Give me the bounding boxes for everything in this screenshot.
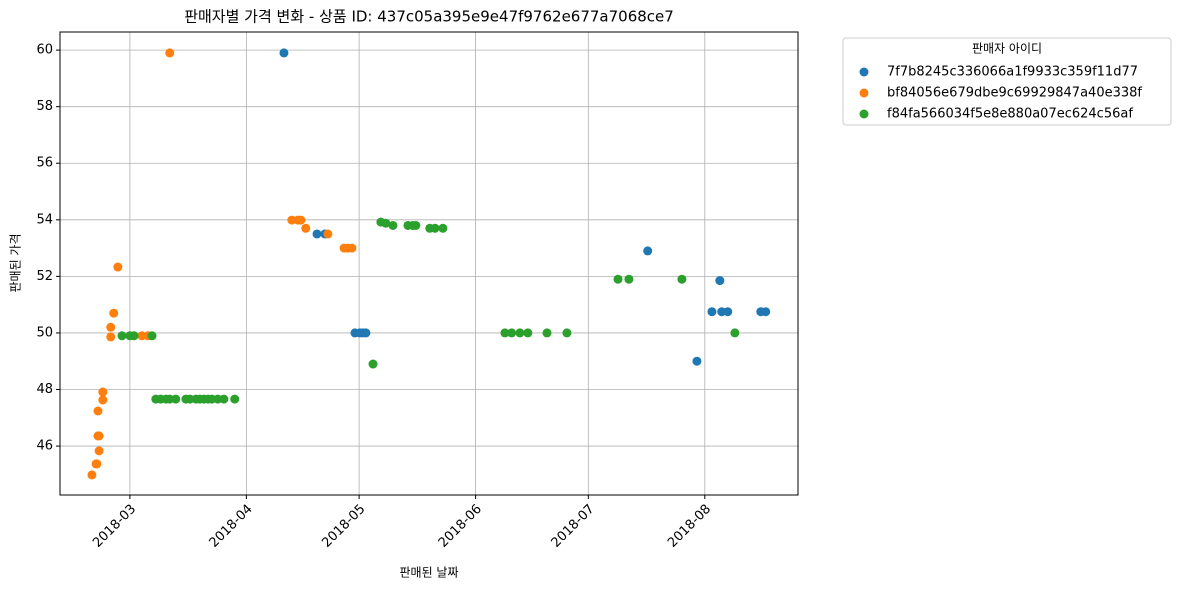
point xyxy=(109,308,119,318)
point xyxy=(388,220,398,230)
x-tick-label: 2018-03 xyxy=(90,502,139,551)
point xyxy=(500,328,510,338)
point xyxy=(171,394,181,404)
point xyxy=(692,356,702,366)
legend-marker xyxy=(859,88,869,98)
legend-label: f84fa566034f5e8e880a07ec624c56af xyxy=(887,107,1133,122)
y-tick-label: 58 xyxy=(36,99,53,114)
point xyxy=(94,431,104,441)
point xyxy=(147,331,157,341)
legend-label: 7f7b8245c336066a1f9933c359f11d77 xyxy=(887,65,1138,80)
y-tick-label: 48 xyxy=(36,382,53,397)
point xyxy=(361,328,371,338)
point xyxy=(515,328,525,338)
point xyxy=(430,223,440,233)
point xyxy=(715,276,725,286)
legend-frame xyxy=(842,37,1172,126)
point xyxy=(98,395,108,405)
x-tick-label: 2018-06 xyxy=(436,502,485,551)
legend-title: 판매자 아이디 xyxy=(972,42,1042,56)
point xyxy=(677,274,687,284)
point xyxy=(761,307,771,317)
legend-marker xyxy=(859,109,869,119)
legend-label: bf84056e679dbe9c69929847a40e338f xyxy=(887,86,1142,101)
x-tick-label: 2018-08 xyxy=(665,502,714,551)
chart-title: 판매자별 가격 변화 - 상품 ID: 437c05a395e9e47f9762… xyxy=(184,8,674,26)
point xyxy=(94,446,104,456)
point xyxy=(230,394,240,404)
point xyxy=(301,223,311,233)
point xyxy=(296,215,306,225)
point xyxy=(129,331,139,341)
y-tick-label: 50 xyxy=(36,325,53,340)
point xyxy=(106,332,116,342)
point xyxy=(93,406,103,416)
y-tick-label: 46 xyxy=(36,439,53,454)
point xyxy=(523,328,533,338)
y-tick-label: 56 xyxy=(36,156,53,171)
plot-frame xyxy=(59,31,799,496)
point xyxy=(117,331,127,341)
point xyxy=(507,328,517,338)
point xyxy=(542,328,552,338)
x-axis-label: 판매된 날짜 xyxy=(399,566,458,580)
x-tick-label: 2018-07 xyxy=(549,502,598,551)
point xyxy=(87,470,97,480)
point xyxy=(643,246,653,256)
point xyxy=(381,218,391,228)
point xyxy=(368,359,378,369)
y-tick-label: 54 xyxy=(36,212,53,227)
point xyxy=(730,328,740,338)
point xyxy=(98,387,108,397)
point xyxy=(562,328,572,338)
point xyxy=(707,307,717,317)
point xyxy=(624,274,634,284)
y-tick-label: 52 xyxy=(36,269,53,284)
y-tick-label: 60 xyxy=(36,43,53,58)
legend-marker xyxy=(859,67,869,77)
point xyxy=(219,394,229,404)
point xyxy=(347,243,357,253)
point xyxy=(613,274,623,284)
x-tick-label: 2018-04 xyxy=(207,502,256,551)
point xyxy=(438,223,448,233)
point xyxy=(312,229,322,239)
point xyxy=(411,220,421,230)
point xyxy=(106,322,116,332)
point xyxy=(279,48,289,58)
x-tick-label: 2018-05 xyxy=(319,502,368,551)
point xyxy=(323,229,333,239)
y-axis-label: 판매된 가격 xyxy=(9,233,23,292)
point xyxy=(113,262,123,272)
point xyxy=(92,459,102,469)
point xyxy=(723,307,733,317)
point xyxy=(165,48,175,58)
